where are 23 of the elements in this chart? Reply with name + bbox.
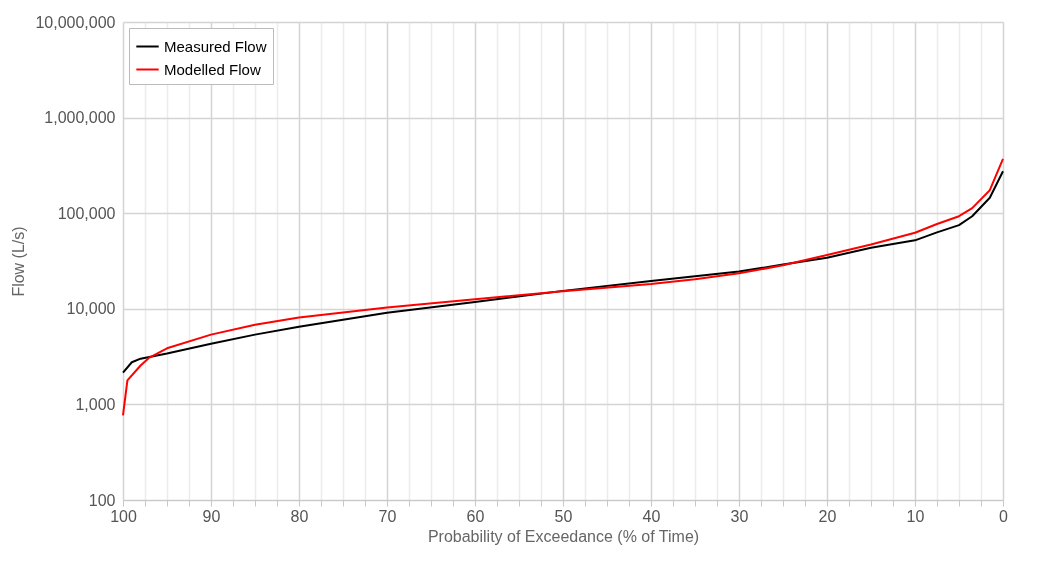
y-tick-label: 10,000 [66, 300, 116, 318]
x-tick-label: 80 [290, 507, 309, 525]
x-axis-title: Probability of Exceedance (% of Time) [427, 527, 700, 545]
x-tick-label: 10 [906, 507, 925, 525]
x-tick-label: 70 [378, 507, 397, 525]
line-series [122, 157, 1004, 417]
legend-label: Modelled Flow [164, 60, 261, 78]
y-tick-label: 100 [88, 491, 116, 509]
y-tick-label: 100,000 [57, 204, 116, 222]
x-tick-label: 20 [818, 507, 837, 525]
legend-label: Measured Flow [164, 37, 267, 55]
x-tick-label: 60 [466, 507, 485, 525]
y-tick-label: 1,000 [75, 395, 116, 413]
x-tick-label: 50 [554, 507, 573, 525]
x-tick-label: 90 [202, 507, 221, 525]
x-tick-label: 0 [999, 507, 1009, 525]
x-tick-label: 100 [110, 507, 137, 525]
x-tick-label: 30 [730, 507, 749, 525]
line-series [122, 170, 1004, 374]
y-tick-label: 1,000,000 [44, 109, 116, 127]
x-tick-label: 40 [642, 507, 661, 525]
y-tick-label: 10,000,000 [35, 13, 116, 31]
y-axis-title: Flow (L/s) [10, 226, 28, 297]
